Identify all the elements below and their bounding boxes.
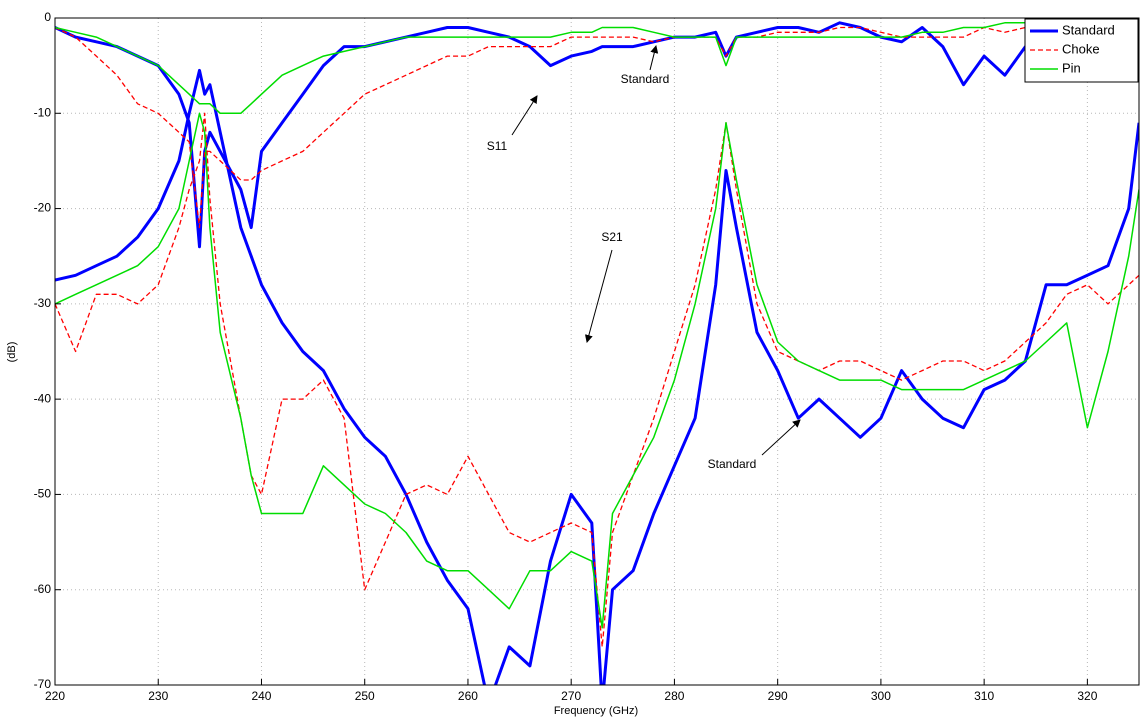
x-tick-label: 220 (45, 689, 65, 703)
line (55, 68, 1139, 685)
annotation-arrow (649, 45, 659, 71)
y-tick-label: -50 (34, 487, 52, 501)
legend-label: Choke (1062, 41, 1100, 56)
legend-label: Standard (1062, 22, 1115, 37)
lines (55, 21, 1139, 685)
x-axis-label: Frequency (GHz) (554, 705, 638, 717)
x-tick-label: 260 (458, 689, 478, 703)
annotation: Standard (708, 457, 757, 471)
x-tick-label: 240 (251, 689, 271, 703)
plot-frame (54, 17, 1140, 686)
y-tick-label: -20 (34, 201, 52, 215)
annotation: Standard (621, 72, 670, 86)
line (55, 26, 1139, 229)
line (55, 22, 1139, 115)
y-axis-label: (dB) (6, 342, 18, 363)
x-tick-label: 300 (871, 689, 891, 703)
annotation-arrow (584, 249, 613, 343)
y-tick-label: 0 (44, 10, 51, 24)
legend: Standard Choke Pin (1024, 18, 1139, 83)
x-tick-label: 320 (1077, 689, 1097, 703)
annotation: S11 (487, 139, 508, 153)
x-tick-label: 270 (561, 689, 581, 703)
x-tick-label: 290 (768, 689, 788, 703)
annotation: S21 (601, 230, 623, 244)
x-tick-label: 230 (148, 689, 168, 703)
x-tick-label: 250 (355, 689, 375, 703)
line (55, 21, 1139, 249)
x-tick-label: 280 (664, 689, 684, 703)
y-tick-label: -70 (34, 677, 52, 691)
ticks: 220 230 240 250 260 270 280 290 300 310 320 -70 -60 -… (34, 10, 1098, 703)
line (55, 112, 1139, 629)
x-tick-label: 310 (974, 689, 994, 703)
annotation-arrow (761, 419, 801, 456)
y-tick-label: -30 (34, 296, 52, 310)
legend-label: Pin (1062, 60, 1081, 75)
y-tick-label: -10 (34, 105, 52, 119)
annotation-arrow (511, 95, 538, 136)
y-tick-label: -60 (34, 582, 52, 596)
y-tick-label: -40 (34, 391, 52, 405)
line (55, 112, 1139, 648)
